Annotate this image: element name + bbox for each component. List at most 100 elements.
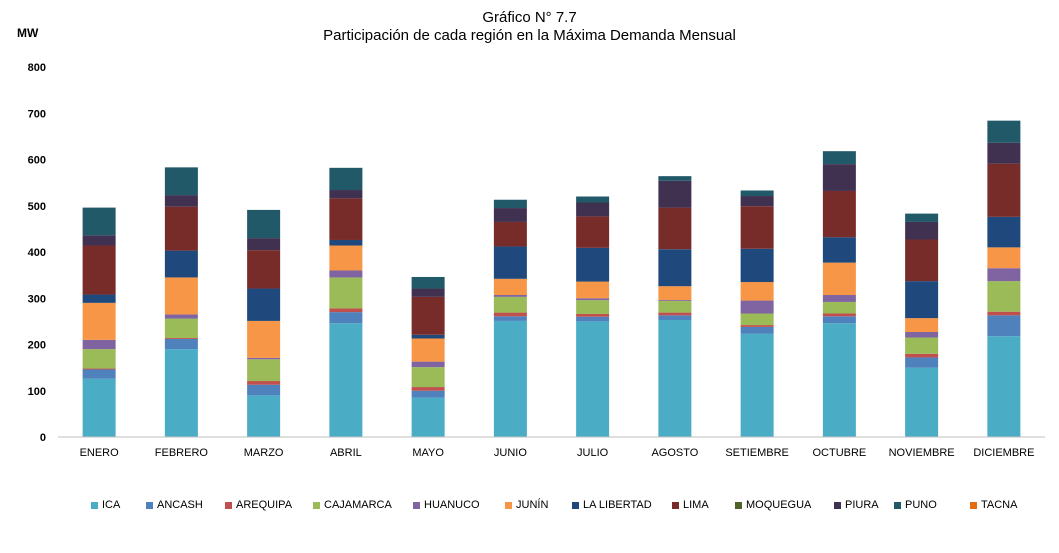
legend-swatch [505, 501, 512, 509]
x-tick-label: MARZO [244, 447, 284, 459]
bar-segment [822, 323, 856, 437]
bar-segment [576, 313, 610, 317]
bar-segment [576, 316, 610, 322]
y-tick-label: 800 [28, 62, 46, 74]
bar-segment [82, 378, 116, 437]
bar-segment [658, 249, 692, 287]
bar-segment [329, 190, 363, 199]
legend-label: ICA [102, 499, 121, 511]
y-tick-label: 200 [28, 340, 46, 352]
bar-segment [164, 277, 198, 315]
bar-segment [987, 216, 1021, 248]
bar-segment [740, 326, 774, 334]
legend-swatch [672, 501, 679, 509]
bar-segment [247, 384, 281, 396]
bar-segment [82, 369, 116, 379]
bar-segment [987, 268, 1021, 282]
bar-segment [658, 312, 692, 316]
bar-segment [740, 300, 774, 314]
bar-segment [247, 288, 281, 321]
bar-segment [493, 312, 527, 317]
legend-item: CAJAMARCA [313, 499, 392, 511]
bar-segment [247, 320, 281, 358]
bar-segment [576, 202, 610, 217]
y-tick-label: 700 [28, 108, 46, 120]
bar-segment [329, 277, 363, 309]
legend-swatch [572, 501, 579, 509]
y-tick-label: 500 [28, 201, 46, 213]
bar-segment [740, 282, 774, 301]
bar-segment [576, 298, 610, 301]
bar-segment [740, 313, 774, 326]
bar-segment [82, 294, 116, 303]
bar-segment [247, 359, 281, 382]
x-tick-label: FEBRERO [155, 447, 209, 459]
bar-segment [164, 338, 198, 339]
bar-segment [822, 164, 856, 191]
bar-segment [247, 395, 281, 437]
y-axis-unit-label: MW [17, 26, 39, 40]
legend-swatch [146, 501, 153, 509]
bar-segment [411, 296, 445, 335]
y-tick-label: 400 [28, 247, 46, 259]
bar-segment [740, 196, 774, 207]
y-tick-label: 600 [28, 155, 46, 167]
bar-segment [82, 302, 116, 340]
legend-swatch [894, 501, 901, 509]
bar-segment [411, 397, 445, 437]
bar-segment [822, 237, 856, 263]
legend-item: MOQUEGUA [735, 499, 811, 511]
bar-segment [164, 167, 198, 196]
bar-segment [905, 281, 939, 319]
bar-segment [493, 278, 527, 296]
legend-label: AREQUIPA [236, 499, 293, 511]
bar-segment [329, 167, 363, 191]
legend-item: ANCASH [146, 499, 203, 511]
bar-segment [493, 208, 527, 222]
legend-label: LA LIBERTAD [583, 499, 652, 511]
bar-segment [987, 311, 1021, 316]
x-tick-label: OCTUBRE [812, 447, 866, 459]
legend-label: LIMA [683, 499, 709, 511]
legend-item: TACNA [970, 499, 1017, 511]
bar-segment [658, 315, 692, 320]
bar-segment [329, 312, 363, 324]
bar-segment [905, 239, 939, 282]
y-tick-label: 100 [28, 386, 46, 398]
bar-segment [164, 318, 198, 339]
bar-segment [905, 337, 939, 354]
bar-segment [905, 357, 939, 368]
legend-label: MOQUEGUA [746, 499, 812, 511]
legend-label: PIURA [845, 499, 879, 511]
bar-segment [411, 361, 445, 368]
bar-segment [740, 333, 774, 437]
legend-item: AREQUIPA [225, 499, 292, 511]
bar-segment [329, 308, 363, 313]
bar-segment [329, 198, 363, 240]
bar-segment [987, 336, 1021, 437]
bar-segment [740, 325, 774, 327]
bar-segment [658, 176, 692, 181]
legend-swatch [970, 501, 977, 509]
x-tick-label: JUNIO [494, 447, 527, 459]
bar-segment [411, 288, 445, 297]
bar-segment [576, 216, 610, 248]
bar-segment [658, 301, 692, 313]
x-tick-label: JULIO [577, 447, 609, 459]
bar-segment [987, 281, 1021, 312]
x-tick-label: ABRIL [330, 447, 362, 459]
bar-segment [493, 246, 527, 279]
legend-label: HUANUCO [424, 499, 480, 511]
legend-item: JUNÍN [505, 499, 548, 511]
bar-segment [411, 390, 445, 398]
bar-segment [82, 349, 116, 369]
bar-segment [493, 296, 527, 313]
bar-segment [658, 180, 692, 208]
bar-segment [164, 338, 198, 350]
legend-swatch [91, 501, 98, 509]
bar-segment [247, 209, 281, 239]
bar-segment [576, 247, 610, 282]
legend-swatch [735, 501, 742, 509]
bar-segment [493, 316, 527, 321]
bar-segment [493, 199, 527, 209]
